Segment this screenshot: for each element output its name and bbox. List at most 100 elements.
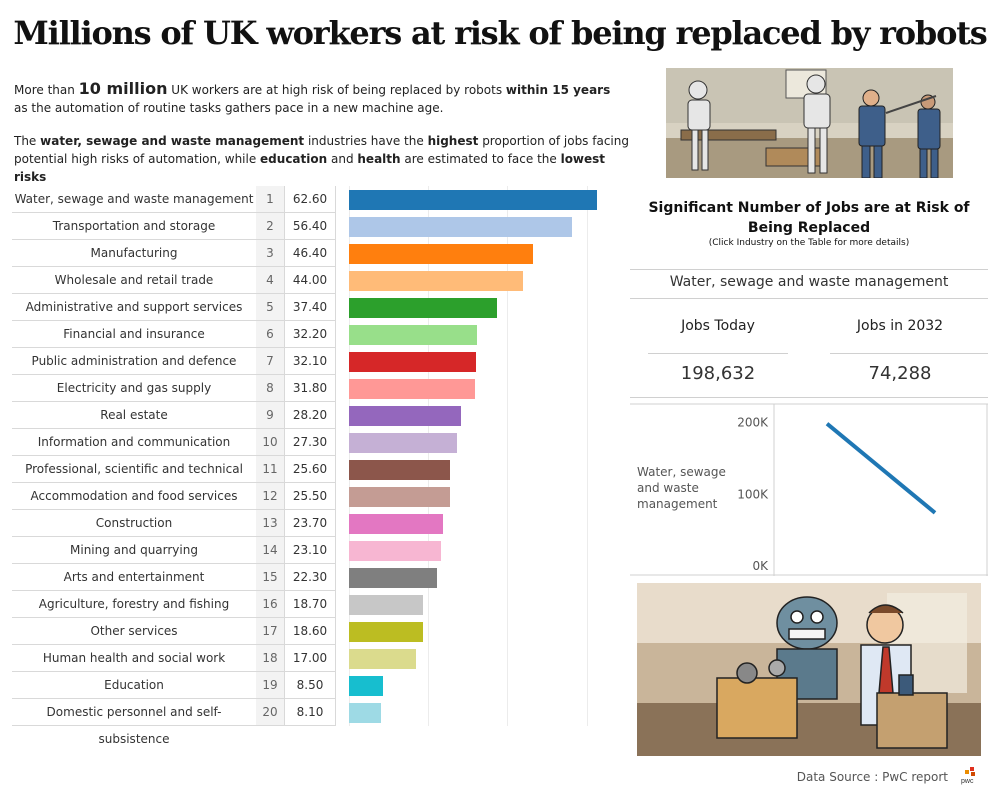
risk-bar[interactable]	[349, 594, 424, 615]
industry-rank: 17	[256, 618, 284, 645]
industry-rank: 20	[256, 699, 284, 726]
intro-paragraph-2: The water, sewage and waste management i…	[14, 132, 634, 186]
table-row[interactable]: Domestic personnel and self-subsistence 2…	[12, 699, 610, 746]
industry-name[interactable]: Human health and social work	[12, 645, 256, 672]
risk-bar[interactable]	[349, 621, 423, 642]
risk-bar[interactable]	[349, 486, 451, 507]
intro-text: industries have the	[304, 134, 428, 148]
industry-name[interactable]: Electricity and gas supply	[12, 375, 256, 402]
industry-name[interactable]: Real estate	[12, 402, 256, 429]
intro-paragraph-1: More than 10 million UK workers are at h…	[14, 80, 634, 117]
table-row[interactable]: Human health and social work 18 17.00	[12, 645, 610, 672]
risk-bar[interactable]	[349, 216, 573, 237]
divider	[830, 353, 988, 354]
industry-name[interactable]: Professional, scientific and technical	[12, 456, 256, 483]
industry-name[interactable]: Transportation and storage	[12, 213, 256, 240]
risk-bar[interactable]	[349, 378, 475, 399]
table-row[interactable]: Wholesale and retail trade 4 44.00	[12, 267, 610, 294]
table-row[interactable]: Other services 17 18.60	[12, 618, 610, 645]
risk-bar[interactable]	[349, 405, 461, 426]
industry-rank: 3	[256, 240, 284, 267]
industry-name[interactable]: Agriculture, forestry and fishing	[12, 591, 256, 618]
industry-name[interactable]: Education	[12, 672, 256, 699]
intro-text: potential high risks of automation, whil…	[14, 152, 261, 166]
table-row[interactable]: Manufacturing 3 46.40	[12, 240, 610, 267]
intro-bold-text: health	[357, 152, 401, 166]
table-row[interactable]: Information and communication 10 27.30	[12, 429, 610, 456]
industry-rank: 12	[256, 483, 284, 510]
industry-name[interactable]: Public administration and defence	[12, 348, 256, 375]
line-chart-row-label: Water, sewage and waste management	[637, 465, 726, 511]
table-row[interactable]: Administrative and support services 5 37.4…	[12, 294, 610, 321]
industry-name[interactable]: Wholesale and retail trade	[12, 267, 256, 294]
table-row[interactable]: Financial and insurance 6 32.20	[12, 321, 610, 348]
table-row[interactable]: Real estate 9 28.20	[12, 402, 610, 429]
risk-value: 27.30	[284, 429, 336, 456]
industry-name[interactable]: Financial and insurance	[12, 321, 256, 348]
risk-bar[interactable]	[349, 270, 524, 291]
jobs-2032-header: Jobs in 2032	[856, 318, 944, 334]
risk-value: 18.70	[284, 591, 336, 618]
table-row[interactable]: Mining and quarrying 14 23.10	[12, 537, 610, 564]
industry-name[interactable]: Domestic personnel and self-subsistence	[12, 699, 256, 746]
risk-bar[interactable]	[349, 432, 458, 453]
table-row[interactable]: Water, sewage and waste management 1 62.60	[12, 186, 610, 213]
table-row[interactable]: Education 19 8.50	[12, 672, 610, 699]
industry-risk-table: Water, sewage and waste management 1 62.60…	[12, 186, 610, 746]
risk-bar[interactable]	[349, 459, 451, 480]
industry-name[interactable]: Manufacturing	[12, 240, 256, 267]
table-row[interactable]: Agriculture, forestry and fishing 16 18.70	[12, 591, 610, 618]
risk-bar[interactable]	[349, 324, 477, 345]
industry-name[interactable]: Other services	[12, 618, 256, 645]
risk-value: 32.10	[284, 348, 336, 375]
intro-bold-text: highest	[427, 134, 479, 148]
table-row[interactable]: Public administration and defence 7 32.10	[12, 348, 610, 375]
risk-bar[interactable]	[349, 189, 597, 210]
risk-bar[interactable]	[349, 540, 441, 561]
risk-bar[interactable]	[349, 702, 382, 723]
table-row[interactable]: Accommodation and food services 12 25.50	[12, 483, 610, 510]
jobs-line-chart: 0K 100K 200K	[630, 403, 988, 576]
risk-bar[interactable]	[349, 351, 477, 372]
risk-bar[interactable]	[349, 567, 438, 588]
risk-value: 23.10	[284, 537, 336, 564]
industry-rank: 16	[256, 591, 284, 618]
industry-name[interactable]: Water, sewage and waste management	[12, 186, 256, 213]
risk-value: 56.40	[284, 213, 336, 240]
risk-bar[interactable]	[349, 243, 533, 264]
intro-bold-text: within 15 years	[505, 83, 611, 97]
risk-value: 62.60	[284, 186, 336, 213]
intro-text: UK workers are at high risk of being rep…	[167, 83, 506, 97]
risk-value: 46.40	[284, 240, 336, 267]
industry-rank: 18	[256, 645, 284, 672]
industry-name[interactable]: Accommodation and food services	[12, 483, 256, 510]
y-tick-label: 200K	[737, 416, 769, 430]
risk-value: 18.60	[284, 618, 336, 645]
industry-rank: 14	[256, 537, 284, 564]
industry-name[interactable]: Mining and quarrying	[12, 537, 256, 564]
pwc-logo-icon: pwc	[961, 767, 975, 785]
table-row[interactable]: Arts and entertainment 15 22.30	[12, 564, 610, 591]
risk-bar[interactable]	[349, 513, 443, 534]
gridline	[507, 186, 509, 726]
table-row[interactable]: Professional, scientific and technical 11…	[12, 456, 610, 483]
industry-name[interactable]: Construction	[12, 510, 256, 537]
jobs-risk-subtitle: (Click Industry on the Table for more de…	[708, 238, 910, 248]
table-row[interactable]: Electricity and gas supply 8 31.80	[12, 375, 610, 402]
industry-name[interactable]: Arts and entertainment	[12, 564, 256, 591]
industry-name[interactable]: Information and communication	[12, 429, 256, 456]
intro-highlight-number: 10 million	[78, 79, 168, 98]
risk-bar[interactable]	[349, 648, 417, 669]
risk-value: 31.80	[284, 375, 336, 402]
table-row[interactable]: Construction 13 23.70	[12, 510, 610, 537]
risk-value: 28.20	[284, 402, 336, 429]
table-row[interactable]: Transportation and storage 2 56.40	[12, 213, 610, 240]
risk-bar[interactable]	[349, 675, 383, 696]
industry-rank: 13	[256, 510, 284, 537]
divider	[648, 353, 788, 354]
industry-rank: 4	[256, 267, 284, 294]
risk-value: 44.00	[284, 267, 336, 294]
risk-bar[interactable]	[349, 297, 498, 318]
divider	[630, 269, 988, 270]
industry-name[interactable]: Administrative and support services	[12, 294, 256, 321]
